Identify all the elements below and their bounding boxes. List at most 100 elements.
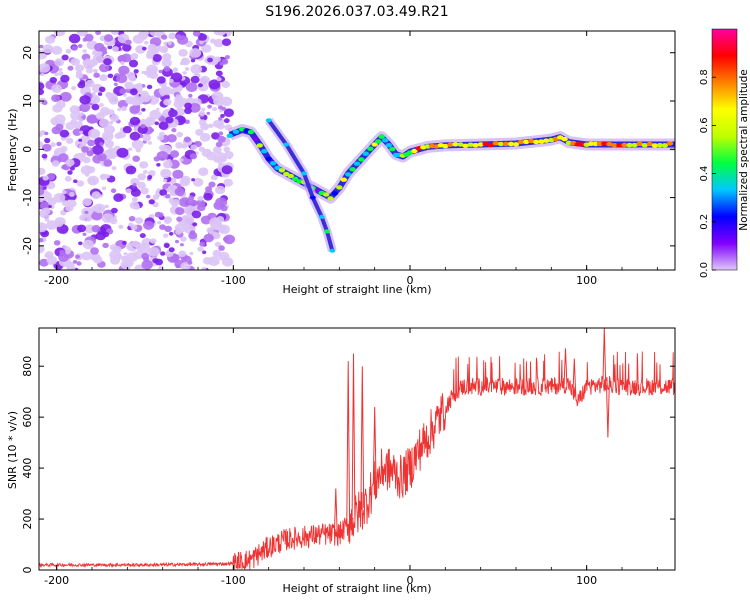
noise-speckle bbox=[122, 43, 132, 52]
noise-speckle bbox=[171, 128, 177, 133]
noise-speckle bbox=[99, 142, 104, 146]
noise-speckle bbox=[39, 187, 45, 196]
noise-speckle bbox=[144, 40, 149, 45]
noise-speckle bbox=[189, 251, 194, 256]
noise-speckle bbox=[88, 128, 101, 139]
noise-speckle bbox=[97, 153, 107, 162]
noise-speckle bbox=[113, 82, 118, 87]
noise-speckle bbox=[137, 173, 146, 181]
noise-speckle bbox=[197, 196, 204, 201]
figure-title: S196.2026.037.03.49.R21 bbox=[265, 4, 448, 20]
noise-speckle bbox=[172, 169, 184, 179]
noise-speckle bbox=[199, 132, 211, 142]
noise-speckle bbox=[102, 231, 110, 238]
noise-speckle-region bbox=[39, 31, 235, 270]
y-tick-label: 10 bbox=[21, 94, 34, 108]
noise-speckle bbox=[146, 84, 153, 90]
noise-speckle bbox=[212, 106, 218, 112]
noise-speckle bbox=[80, 152, 87, 158]
noise-speckle bbox=[39, 258, 49, 267]
noise-speckle bbox=[147, 43, 157, 52]
ridge-blob bbox=[512, 142, 520, 147]
ridge-blob bbox=[601, 141, 608, 146]
ridge-blob bbox=[336, 185, 343, 190]
colorbar-tick-label: 0.2 bbox=[699, 214, 710, 230]
noise-speckle bbox=[197, 83, 203, 88]
ridge-blob bbox=[452, 142, 459, 147]
noise-speckle bbox=[172, 67, 179, 72]
noise-speckle bbox=[181, 57, 189, 64]
noise-speckle bbox=[220, 205, 228, 212]
spectrogram-xlabel: Height of straight line (km) bbox=[282, 283, 431, 296]
noise-speckle bbox=[200, 123, 210, 131]
noise-speckle bbox=[81, 251, 92, 261]
noise-speckle bbox=[76, 31, 88, 37]
noise-speckle bbox=[116, 73, 128, 84]
noise-speckle bbox=[162, 53, 172, 61]
noise-speckle bbox=[168, 32, 177, 40]
noise-speckle bbox=[178, 49, 188, 57]
noise-speckle bbox=[55, 123, 64, 131]
y-tick-label: 800 bbox=[21, 356, 34, 377]
ridge-blob bbox=[561, 136, 568, 142]
noise-speckle bbox=[82, 198, 92, 207]
noise-speckle bbox=[135, 217, 144, 224]
noise-speckle bbox=[75, 64, 85, 72]
noise-speckle bbox=[149, 128, 155, 132]
ridge-blob bbox=[278, 168, 286, 173]
noise-speckle bbox=[128, 216, 136, 222]
noise-speckle bbox=[137, 125, 148, 134]
noise-speckle bbox=[163, 98, 172, 106]
noise-speckle bbox=[156, 107, 160, 111]
ridge-blob bbox=[538, 139, 545, 144]
noise-speckle bbox=[39, 167, 46, 175]
ridge-blob bbox=[457, 142, 464, 147]
noise-speckle bbox=[91, 225, 101, 233]
ridge-blob bbox=[292, 176, 299, 181]
noise-speckle bbox=[223, 234, 235, 245]
noise-speckle bbox=[163, 160, 173, 169]
noise-speckle bbox=[159, 45, 169, 54]
noise-speckle bbox=[104, 140, 115, 148]
noise-speckle bbox=[129, 88, 138, 96]
noise-speckle bbox=[110, 31, 119, 35]
noise-speckle bbox=[120, 61, 125, 65]
noise-speckle bbox=[91, 191, 101, 200]
ridge-blob bbox=[621, 142, 628, 148]
ridge-blob bbox=[472, 143, 479, 148]
ridge-blob bbox=[442, 143, 449, 149]
snr-spike bbox=[346, 361, 351, 525]
noise-speckle bbox=[82, 156, 91, 164]
ridge-blob bbox=[411, 148, 418, 154]
spectrogram-plot-area bbox=[39, 31, 675, 270]
noise-speckle bbox=[120, 260, 132, 270]
noise-speckle bbox=[164, 218, 171, 225]
noise-speckle bbox=[132, 155, 140, 162]
noise-speckle bbox=[122, 125, 132, 134]
noise-speckle bbox=[192, 222, 198, 227]
noise-speckle bbox=[114, 132, 122, 139]
noise-speckle bbox=[178, 197, 191, 207]
noise-speckle bbox=[76, 261, 82, 266]
noise-speckle bbox=[171, 199, 180, 206]
x-tick-label: -100 bbox=[221, 274, 246, 287]
noise-speckle bbox=[207, 57, 213, 63]
noise-speckle bbox=[161, 58, 172, 68]
ridge-blob bbox=[252, 136, 259, 141]
noise-speckle bbox=[184, 67, 190, 71]
noise-speckle bbox=[79, 214, 87, 221]
noise-speckle bbox=[102, 50, 108, 55]
secondary-ridge-blob bbox=[301, 171, 307, 176]
noise-speckle bbox=[202, 257, 213, 265]
noise-speckle bbox=[39, 63, 51, 73]
noise-speckle bbox=[117, 107, 122, 112]
snr-frame bbox=[38, 327, 676, 571]
noise-speckle bbox=[179, 243, 184, 247]
noise-speckle bbox=[182, 71, 187, 75]
noise-speckle bbox=[219, 109, 223, 113]
noise-speckle bbox=[179, 177, 190, 187]
noise-speckle bbox=[49, 77, 57, 84]
noise-speckle bbox=[192, 31, 201, 37]
noise-speckle bbox=[156, 76, 166, 84]
ridge-blob bbox=[527, 138, 535, 144]
